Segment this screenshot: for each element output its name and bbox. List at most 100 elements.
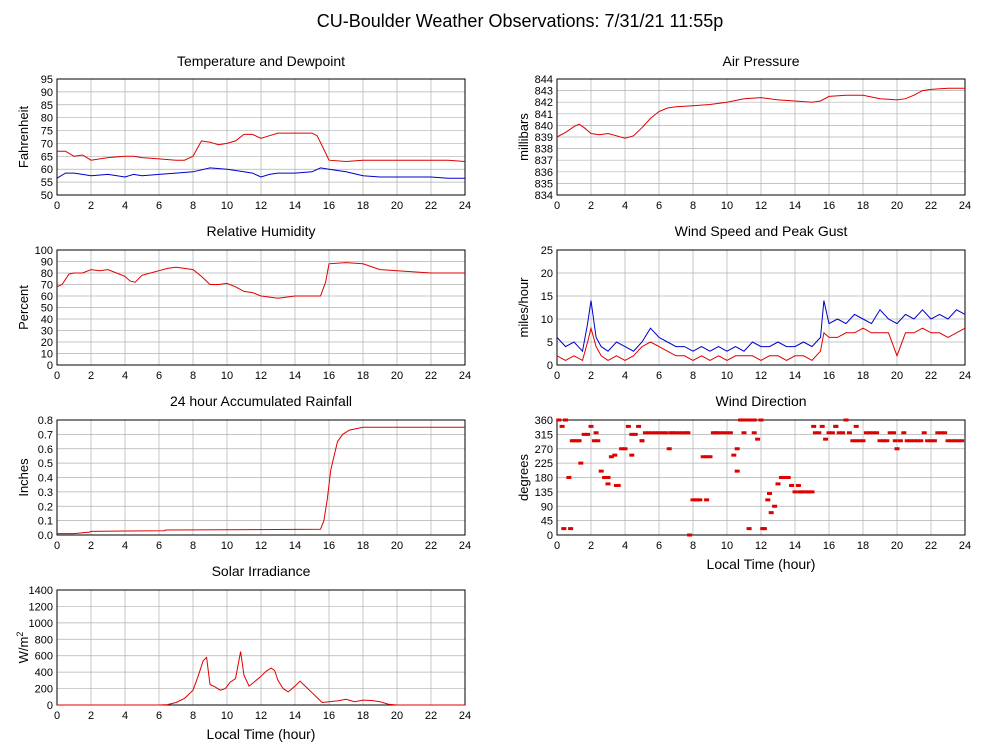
data-point bbox=[908, 439, 914, 443]
y-tick-label: 10 bbox=[541, 314, 553, 326]
data-point bbox=[884, 439, 890, 443]
data-point bbox=[758, 418, 764, 422]
x-tick-label: 12 bbox=[255, 710, 267, 722]
x-axis-label: Local Time (hour) bbox=[707, 556, 816, 572]
data-point bbox=[955, 439, 961, 443]
x-tick-label: 4 bbox=[122, 540, 128, 552]
plot-frame bbox=[56, 589, 466, 706]
y-tick-label: 65 bbox=[41, 151, 53, 163]
data-point bbox=[578, 461, 584, 465]
x-tick-label: 4 bbox=[622, 540, 628, 552]
x-tick-label: 22 bbox=[925, 200, 937, 212]
x-tick-label: 18 bbox=[357, 710, 369, 722]
data-point bbox=[559, 424, 565, 428]
data-point bbox=[659, 431, 665, 435]
series-line-red bbox=[57, 426, 465, 535]
y-tick-label: 45 bbox=[541, 516, 553, 528]
data-point bbox=[928, 439, 934, 443]
data-point bbox=[697, 498, 703, 502]
x-tick-label: 16 bbox=[823, 540, 835, 552]
x-tick-label: 8 bbox=[690, 540, 696, 552]
chart-title: Temperature and Dewpoint bbox=[177, 53, 345, 69]
data-point bbox=[605, 482, 611, 486]
data-point bbox=[775, 482, 781, 486]
y-tick-label: 70 bbox=[41, 138, 53, 150]
x-tick-label: 0 bbox=[554, 370, 560, 382]
x-tick-label: 22 bbox=[425, 200, 437, 212]
data-point bbox=[622, 447, 628, 451]
y-tick-label: 837 bbox=[535, 155, 553, 167]
data-point bbox=[741, 431, 747, 435]
x-tick-label: 20 bbox=[391, 710, 403, 722]
data-point bbox=[581, 432, 587, 436]
x-tick-label: 12 bbox=[755, 370, 767, 382]
x-tick-label: 18 bbox=[857, 370, 869, 382]
y-tick-label: 25 bbox=[541, 245, 553, 257]
x-tick-label: 0 bbox=[554, 540, 560, 552]
data-point bbox=[931, 439, 937, 443]
chart-title: Relative Humidity bbox=[207, 223, 316, 239]
chart-title: Wind Speed and Peak Gust bbox=[675, 223, 848, 239]
y-tick-label: 0.5 bbox=[38, 458, 53, 470]
data-point bbox=[823, 437, 829, 441]
x-tick-label: 6 bbox=[656, 200, 662, 212]
y-tick-label: 838 bbox=[535, 144, 553, 156]
y-tick-label: 1200 bbox=[29, 601, 53, 613]
data-point bbox=[887, 431, 893, 435]
data-point bbox=[712, 431, 718, 435]
data-point bbox=[668, 431, 674, 435]
y-tick-label: 90 bbox=[41, 87, 53, 99]
data-point bbox=[734, 469, 740, 473]
data-point bbox=[595, 439, 601, 443]
y-tick-label: 800 bbox=[35, 634, 53, 646]
data-point bbox=[863, 431, 869, 435]
data-point bbox=[568, 527, 574, 531]
data-point bbox=[897, 439, 903, 443]
chart-title: 24 hour Accumulated Rainfall bbox=[170, 393, 352, 409]
y-tick-label: 50 bbox=[41, 190, 53, 202]
grid bbox=[556, 419, 966, 536]
x-tick-label: 0 bbox=[554, 200, 560, 212]
grid bbox=[56, 419, 466, 536]
x-tick-label: 8 bbox=[190, 710, 196, 722]
data-point bbox=[911, 439, 917, 443]
data-point bbox=[870, 431, 876, 435]
data-point bbox=[891, 431, 897, 435]
data-point bbox=[795, 483, 801, 487]
x-tick-label: 16 bbox=[323, 370, 335, 382]
data-point bbox=[608, 455, 614, 459]
x-tick-label: 8 bbox=[690, 370, 696, 382]
y-axis-label: miles/hour bbox=[516, 277, 531, 338]
plot-frame bbox=[56, 419, 466, 536]
x-tick-label: 10 bbox=[221, 540, 233, 552]
x-tick-label: 6 bbox=[156, 370, 162, 382]
data-point bbox=[904, 439, 910, 443]
y-axis-label: W/m2 bbox=[15, 632, 31, 664]
y-tick-label: 50 bbox=[41, 303, 53, 315]
y-tick-label: 0 bbox=[547, 530, 553, 542]
data-point bbox=[877, 439, 883, 443]
x-tick-label: 10 bbox=[221, 710, 233, 722]
data-point bbox=[789, 483, 795, 487]
y-tick-label: 836 bbox=[535, 167, 553, 179]
data-point bbox=[914, 439, 920, 443]
data-point bbox=[738, 418, 744, 422]
data-point bbox=[765, 498, 771, 502]
x-tick-label: 20 bbox=[891, 370, 903, 382]
y-tick-label: 90 bbox=[41, 257, 53, 269]
y-tick-label: 400 bbox=[35, 667, 53, 679]
x-tick-label: 24 bbox=[959, 200, 971, 212]
y-tick-label: 1000 bbox=[29, 618, 53, 630]
y-tick-label: 20 bbox=[541, 268, 553, 280]
y-tick-label: 40 bbox=[41, 314, 53, 326]
data-point bbox=[792, 490, 798, 494]
data-point bbox=[649, 431, 655, 435]
data-point bbox=[656, 431, 662, 435]
y-tick-label: 100 bbox=[35, 245, 53, 257]
data-point bbox=[591, 439, 597, 443]
x-tick-label: 10 bbox=[721, 200, 733, 212]
y-tick-label: 0.0 bbox=[38, 530, 53, 542]
x-tick-label: 10 bbox=[221, 200, 233, 212]
